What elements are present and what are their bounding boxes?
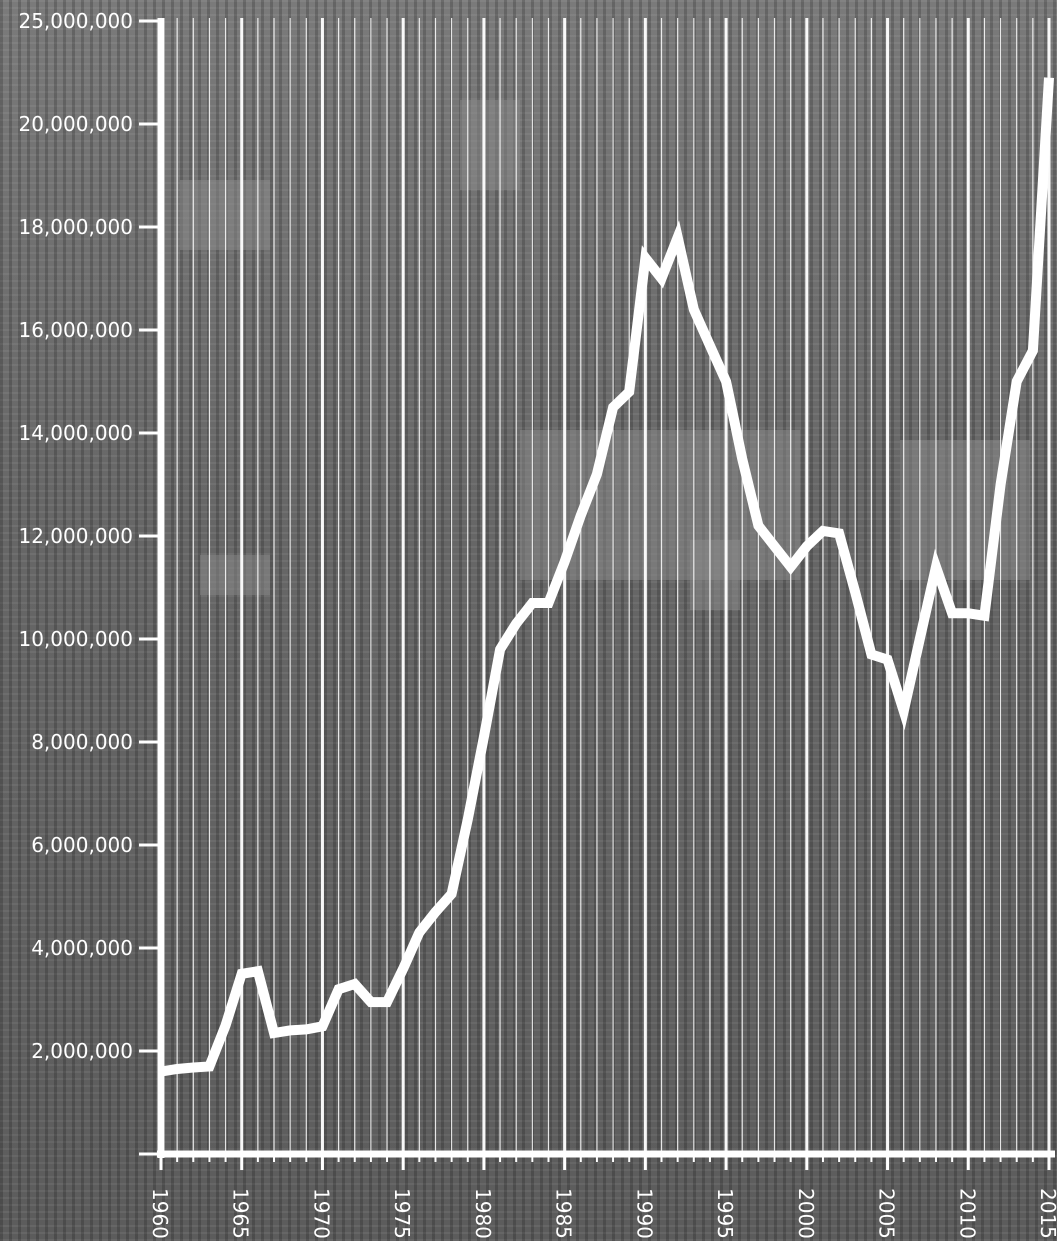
y-tick-label: 16,000,000 (18, 318, 133, 342)
y-tick-label: 12,000,000 (18, 524, 133, 548)
x-tick-label: 2015 (1036, 1188, 1057, 1239)
x-tick-label: 1985 (552, 1188, 576, 1239)
x-tick-label: 1965 (229, 1188, 253, 1239)
x-tick-label: 1995 (713, 1188, 737, 1239)
y-tick-label: 6,000,000 (31, 833, 133, 857)
x-tick-label: 2005 (875, 1188, 899, 1239)
x-tick-label: 1980 (471, 1188, 495, 1239)
y-tick-label: 8,000,000 (31, 730, 133, 754)
x-tick-label: 2010 (955, 1188, 979, 1239)
y-tick-label: 2,000,000 (31, 1039, 133, 1063)
x-tick-label: 1990 (632, 1188, 656, 1239)
y-tick-label: 4,000,000 (31, 936, 133, 960)
y-tick-label: 20,000,000 (18, 112, 133, 136)
x-tick-label: 1975 (390, 1188, 414, 1239)
y-tick-label: 14,000,000 (18, 421, 133, 445)
x-tick-label: 1970 (309, 1188, 333, 1239)
y-tick-label: 10,000,000 (18, 627, 133, 651)
x-tick-label: 2000 (794, 1188, 818, 1239)
y-tick-label: 25,000,000 (18, 9, 133, 33)
series-line (160, 77, 1054, 1077)
y-tick-label: 18,000,000 (18, 215, 133, 239)
x-tick-label: 1960 (148, 1188, 172, 1239)
